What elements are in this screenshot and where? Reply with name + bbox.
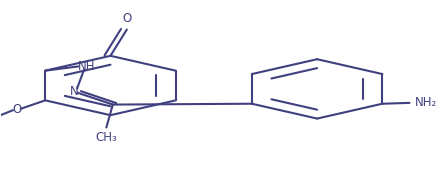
Text: CH₃: CH₃ xyxy=(96,130,117,143)
Text: NH₂: NH₂ xyxy=(415,96,437,109)
Text: NH: NH xyxy=(77,60,95,73)
Text: N: N xyxy=(70,84,78,97)
Text: O: O xyxy=(13,103,22,116)
Text: O: O xyxy=(122,12,131,25)
